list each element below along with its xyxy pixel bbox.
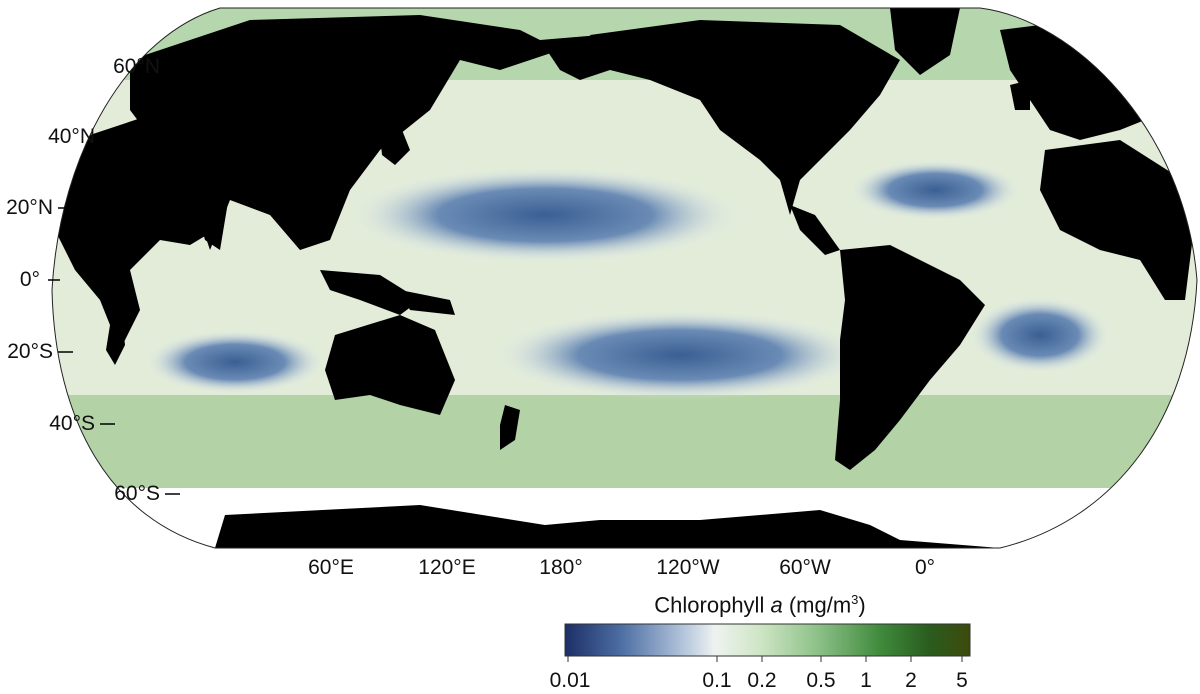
land xyxy=(52,8,1195,548)
australia xyxy=(325,315,455,415)
lat-label-20s: 20°S xyxy=(7,340,53,363)
colorbar-tick-0-2: 0.2 xyxy=(747,669,777,692)
indian-ocean-gyre xyxy=(145,330,325,394)
latitude-ticks xyxy=(48,66,180,495)
central-america xyxy=(790,205,840,255)
colorbar-tick-0-1: 0.1 xyxy=(702,669,732,692)
lon-label-120e: 120°E xyxy=(418,556,476,579)
north-america xyxy=(590,20,900,215)
colorbar-tick-1: 1 xyxy=(860,669,872,692)
greenland xyxy=(890,8,960,75)
colorbar-title-variable: a xyxy=(770,592,783,618)
south-america xyxy=(835,245,985,470)
map-globe xyxy=(52,8,1197,548)
lat-label-40s: 40°S xyxy=(49,412,95,435)
lat-label-60s: 60°S xyxy=(114,482,160,505)
north-pacific-gyre xyxy=(350,167,740,263)
alaska xyxy=(540,35,610,80)
lon-label-180: 180° xyxy=(539,556,583,579)
africa-east xyxy=(1040,140,1195,300)
lon-label-60w: 60°W xyxy=(779,556,831,579)
india xyxy=(190,185,230,250)
southern-ocean-green-band xyxy=(52,395,1197,495)
lon-label-0: 0° xyxy=(914,556,936,579)
north-atlantic-gyre xyxy=(850,160,1020,220)
south-pacific-gyre xyxy=(495,310,865,400)
colorbar-title-prefix: Chlorophyll xyxy=(654,592,771,618)
lat-label-60n: 60°N xyxy=(113,55,160,78)
lat-label-40n: 40°N xyxy=(48,125,95,148)
eurasia xyxy=(130,15,560,250)
lat-label-20n: 20°N xyxy=(6,196,53,219)
antarctica xyxy=(215,505,1000,548)
colorbar-tick-5: 5 xyxy=(956,669,968,692)
colorbar-tick-2: 2 xyxy=(905,669,917,692)
new-guinea xyxy=(400,290,455,315)
africa xyxy=(52,115,215,350)
colorbar-ticks xyxy=(567,656,963,662)
colorbar-title-unit-exponent: 3 xyxy=(851,592,859,607)
lat-label-equator: 0° xyxy=(19,268,40,291)
indonesia xyxy=(320,270,420,315)
colorbar-gradient xyxy=(564,623,971,657)
colorbar-title-unit: (mg/m xyxy=(782,592,852,618)
colorbar-title: Chlorophyll a (mg/m3) xyxy=(600,592,920,618)
south-atlantic-gyre xyxy=(970,297,1110,373)
lon-label-120w: 120°W xyxy=(656,556,720,579)
madagascar xyxy=(106,318,125,365)
globe-outline xyxy=(51,7,1198,549)
colorbar-tick-0-01: 0.01 xyxy=(549,669,591,692)
colorbar-tick-0-5: 0.5 xyxy=(806,669,836,692)
lon-label-60e: 60°E xyxy=(308,556,354,579)
britain xyxy=(1010,80,1030,110)
new-zealand xyxy=(500,405,520,450)
japan xyxy=(380,125,410,165)
colorbar-title-close: ) xyxy=(858,592,866,618)
